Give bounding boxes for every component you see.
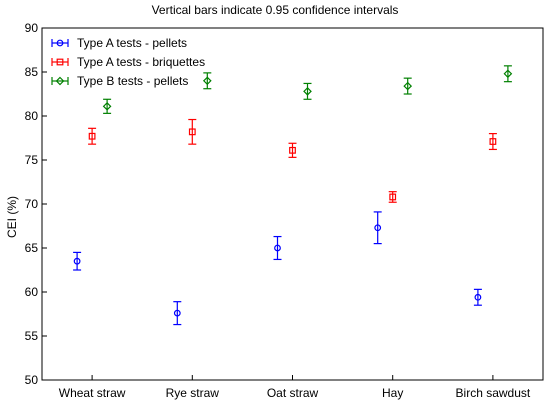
x-axis: Wheat straw Rye straw Oat straw Hay Birch sa… [59,375,531,400]
series-2 [88,118,497,203]
series-3 [102,65,513,114]
point-marker [188,128,196,136]
point-marker [88,132,96,140]
y-tick-label: 55 [25,329,39,343]
y-axis-label: CEI (%) [5,196,19,238]
data-point [202,72,212,90]
point-marker [274,244,281,252]
legend-item: Type A tests - pellets [51,36,187,50]
y-tick-label: 50 [25,373,39,387]
point-marker [474,293,482,301]
y-tick-label: 70 [25,197,39,211]
point-marker [289,146,296,154]
legend-label: Type A tests - briquettes [77,55,205,69]
data-point [188,118,197,145]
series-layer [73,65,513,326]
x-tick-label: Hay [382,386,403,400]
legend-label: Type A tests - pellets [77,36,187,50]
legend-item: Type B tests - pellets [51,74,188,88]
y-tick-label: 90 [25,21,39,35]
chart-title: Vertical bars indicate 0.95 confidence i… [152,3,399,17]
y-axis: 50 55 60 65 70 75 80 85 90 [25,21,47,387]
point-marker [73,257,81,265]
x-tick-label: Wheat straw [59,386,126,400]
y-tick-label: 65 [25,241,39,255]
point-marker [303,87,312,96]
y-tick-label: 85 [25,65,39,79]
data-point [102,98,112,114]
y-tick-label: 75 [25,153,39,167]
point-marker [173,309,181,317]
point-marker [202,76,212,86]
point-marker [56,58,64,66]
data-point [403,77,413,95]
x-tick-label: Birch sawdust [456,386,531,400]
x-tick-label: Oat straw [267,386,319,400]
point-marker [55,76,65,86]
point-marker [102,101,112,111]
data-point [503,65,513,83]
point-marker [374,224,382,232]
data-point [173,301,182,326]
y-tick-label: 60 [25,285,39,299]
x-tick-label: Rye straw [166,386,220,400]
data-point [373,211,382,245]
legend-label: Type B tests - pellets [77,74,188,88]
legend: Type A tests - pellets Type A tests - bri… [51,36,205,88]
data-point [388,191,397,203]
data-point [473,288,482,306]
data-point [303,82,312,100]
data-point [288,142,297,158]
data-point [88,127,97,145]
series-1 [73,211,482,326]
legend-item: Type A tests - briquettes [51,55,205,69]
point-marker [403,81,413,91]
data-point [488,133,497,151]
point-marker [56,39,64,47]
data-point [73,251,82,271]
data-point [273,235,282,261]
point-marker [389,193,397,201]
point-marker [489,138,497,145]
y-tick-label: 80 [25,109,39,123]
point-marker [503,69,513,79]
